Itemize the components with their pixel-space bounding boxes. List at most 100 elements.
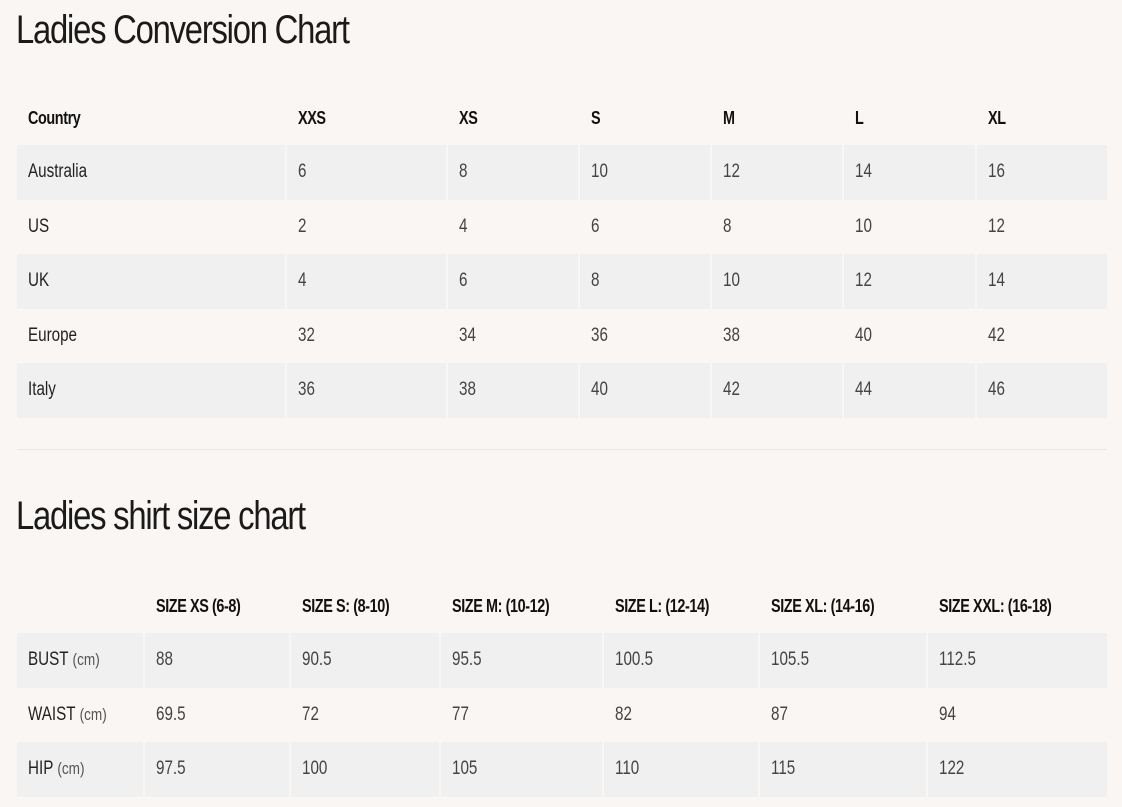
column-header-text: SIZE L: (12-14) (615, 596, 710, 616)
table-cell-text: 100.5 (615, 649, 654, 671)
shirt-chart-title: Ladies shirt size chart (16, 494, 306, 538)
table-cell: 14 (844, 145, 975, 200)
table-cell-text: 34 (458, 324, 476, 346)
table-cell: 8 (712, 200, 842, 255)
table-cell-text: 40 (855, 324, 873, 346)
table-cell-text: 97.5 (156, 758, 186, 780)
table-cell-text: 36 (591, 324, 608, 346)
row-label: Australia (17, 145, 286, 200)
table-cell-text: 32 (298, 324, 316, 346)
table-cell-text: 12 (987, 215, 1005, 237)
table-cell: 100.5 (604, 633, 758, 688)
table-cell-text: 88 (156, 649, 173, 671)
row-label-text: US (28, 215, 50, 237)
table-row: Europe 32 34 36 38 40 42 (17, 309, 1107, 364)
table-row: Australia 6 8 10 12 14 16 (17, 145, 1107, 200)
column-header: M (712, 92, 842, 145)
shirt-size-table: SIZE XS (6-8) SIZE S: (8-10) SIZE M: (10-1… (15, 580, 1109, 797)
table-cell: 10 (712, 254, 843, 309)
table-cell-text: 95.5 (452, 649, 482, 671)
table-cell-text: 100 (302, 758, 328, 780)
column-header: L (844, 92, 974, 145)
column-header-text: XS (458, 108, 478, 128)
table-cell: 8 (447, 145, 578, 200)
table-cell-text: 40 (591, 379, 608, 401)
column-header: S (580, 92, 710, 145)
table-cell: 42 (977, 309, 1107, 364)
table-cell-text: 8 (458, 161, 468, 183)
row-label-text: UK (28, 270, 50, 292)
row-label: BUST (cm) (17, 633, 143, 688)
table-cell: 46 (976, 363, 1107, 418)
table-cell-text: 10 (591, 161, 608, 183)
table-cell: 122 (928, 742, 1107, 797)
table-cell: 110 (604, 742, 758, 797)
column-header: SIZE XXL: (16-18) (928, 580, 1107, 633)
table-cell-text: 105 (452, 758, 478, 780)
column-header-text: XL (987, 108, 1006, 128)
table-cell-text: 44 (855, 379, 873, 401)
row-label: US (17, 200, 285, 255)
table-cell: 90.5 (291, 633, 439, 688)
table-cell-text: 72 (302, 703, 319, 725)
column-header-text: XXS (298, 108, 327, 128)
table-cell-text: 87 (771, 703, 788, 725)
table-cell: 95.5 (441, 633, 602, 688)
column-header: SIZE L: (12-14) (604, 580, 758, 633)
column-header: SIZE M: (10-12) (441, 580, 602, 633)
table-cell: 2 (287, 200, 445, 255)
conversion-header-row: Country XXS XS S M L XL (17, 92, 1107, 145)
shirt-header-row: SIZE XS (6-8) SIZE S: (8-10) SIZE M: (10-1… (17, 580, 1107, 633)
row-label: Italy (17, 363, 286, 418)
table-cell: 36 (287, 363, 446, 418)
table-cell: 4 (448, 200, 578, 255)
table-cell-text: 77 (452, 703, 469, 725)
measure-unit: (cm) (57, 759, 85, 779)
column-header-text: S (591, 108, 601, 128)
table-cell-text: 38 (458, 379, 476, 401)
section-divider (17, 449, 1107, 450)
measure-unit: (cm) (72, 650, 100, 670)
column-header-text: M (723, 108, 735, 128)
table-cell-text: 2 (298, 215, 307, 237)
row-label: Europe (17, 309, 285, 364)
table-cell-text: 16 (987, 161, 1005, 183)
table-cell-text: 82 (615, 703, 632, 725)
table-cell: 34 (448, 309, 578, 364)
table-row: US 2 4 6 8 10 12 (17, 200, 1107, 255)
table-cell-text: 12 (855, 270, 873, 292)
table-cell-text: 36 (298, 379, 316, 401)
table-row: Italy 36 38 40 42 44 46 (17, 363, 1107, 418)
row-label-text: Australia (28, 161, 88, 183)
table-cell: 6 (447, 254, 578, 309)
table-cell: 88 (145, 633, 289, 688)
row-label-text: Italy (28, 379, 56, 401)
table-cell: 38 (447, 363, 578, 418)
row-label: UK (17, 254, 286, 309)
table-cell-text: 94 (939, 703, 956, 725)
column-header: SIZE S: (8-10) (291, 580, 439, 633)
table-cell: 10 (580, 145, 711, 200)
measure-name: WAIST (28, 703, 76, 725)
row-label: WAIST (cm) (17, 688, 143, 743)
table-cell-text: 8 (723, 215, 732, 237)
column-header-text: SIZE XXL: (16-18) (939, 596, 1052, 616)
table-cell: 32 (287, 309, 445, 364)
table-cell: 94 (928, 688, 1107, 743)
table-cell-text: 4 (458, 215, 468, 237)
column-header-text: SIZE M: (10-12) (452, 596, 550, 616)
table-cell-text: 122 (939, 758, 965, 780)
table-row: BUST (cm) 88 90.5 95.5 100.5 105.5 112.5 (17, 633, 1107, 688)
table-cell: 40 (580, 363, 711, 418)
column-header-text: SIZE XL: (14-16) (771, 596, 875, 616)
column-header: XXS (287, 92, 445, 145)
measure-name: HIP (28, 758, 54, 780)
table-cell-text: 42 (987, 324, 1005, 346)
column-header (17, 580, 143, 633)
table-cell-text: 6 (458, 270, 468, 292)
column-header: Country (17, 92, 285, 145)
table-cell: 40 (844, 309, 974, 364)
table-cell: 97.5 (145, 742, 289, 797)
table-cell-text: 6 (298, 161, 307, 183)
conversion-chart-title: Ladies Conversion Chart (16, 8, 350, 52)
